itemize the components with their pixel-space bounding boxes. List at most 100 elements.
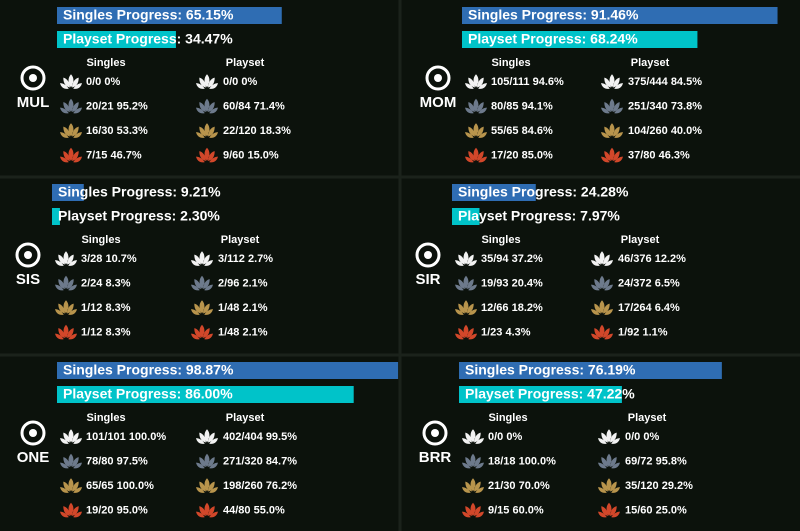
playset-progress-label: Playset Progress: 68.24% [468, 31, 638, 47]
singles-count: 21/30 70.0% [488, 480, 550, 492]
playset-header: Playset [631, 57, 670, 69]
set-icon [20, 65, 46, 91]
set-icon [422, 420, 448, 446]
singles-count: 16/30 53.3% [86, 125, 148, 137]
singles-header: Singles [481, 234, 520, 246]
playset-header: Playset [621, 234, 660, 246]
playset-progress-bar [57, 31, 176, 48]
singles-progress-bar [462, 7, 778, 24]
singles-progress-bar [459, 362, 722, 379]
playset-progress-bar [452, 208, 480, 225]
playset-header: Playset [628, 412, 667, 424]
set-icon [29, 429, 37, 437]
set-icon [434, 74, 442, 82]
playset-progress-bar [459, 386, 622, 403]
singles-count: 101/101 100.0% [86, 431, 166, 443]
singles-count: 7/15 46.7% [86, 149, 142, 161]
set-panel: Singles Progress: 9.21% Playset Progress:… [15, 184, 273, 340]
set-code: MOM [420, 94, 457, 111]
set-code: SIS [16, 271, 40, 288]
set-icon [431, 429, 439, 437]
singles-count: 2/24 8.3% [81, 277, 131, 289]
set-panel: Singles Progress: 65.15% Playset Progress… [17, 7, 291, 163]
playset-count: 69/72 95.8% [625, 455, 687, 467]
playset-count: 24/372 6.5% [618, 277, 680, 289]
playset-progress-bar [462, 31, 698, 48]
singles-count: 9/15 60.0% [488, 504, 544, 516]
singles-progress-label: Singles Progress: 76.19% [465, 362, 636, 378]
set-icon [24, 251, 32, 259]
singles-progress-label: Singles Progress: 65.15% [63, 7, 234, 23]
playset-count: 1/92 1.1% [618, 326, 668, 338]
playset-progress-label: Playset Progress: 7.97% [458, 208, 620, 224]
singles-count: 3/28 10.7% [81, 253, 137, 265]
singles-count: 20/21 95.2% [86, 100, 148, 112]
singles-header: Singles [86, 57, 125, 69]
singles-count: 65/65 100.0% [86, 480, 154, 492]
playset-count: 0/0 0% [625, 431, 659, 443]
singles-progress-label: Singles Progress: 9.21% [58, 184, 221, 200]
playset-count: 46/376 12.2% [618, 253, 686, 265]
playset-header: Playset [226, 412, 265, 424]
singles-count: 78/80 97.5% [86, 455, 148, 467]
set-icon [29, 74, 37, 82]
singles-count: 105/111 94.6% [491, 76, 564, 88]
playset-count: 22/120 18.3% [223, 125, 291, 137]
set-panel: Singles Progress: 91.46% Playset Progress… [420, 7, 778, 163]
playset-count: 2/96 2.1% [218, 277, 268, 289]
playset-count: 35/120 29.2% [625, 480, 693, 492]
singles-count: 1/23 4.3% [481, 326, 531, 338]
playset-progress-label: Playset Progress: 34.47% [63, 31, 233, 47]
playset-progress-label: Playset Progress: 2.30% [58, 208, 220, 224]
singles-progress-bar [57, 7, 282, 24]
playset-count: 402/404 99.5% [223, 431, 297, 443]
set-code: MUL [17, 94, 50, 111]
playset-count: 9/60 15.0% [223, 149, 279, 161]
playset-count: 15/60 25.0% [625, 504, 687, 516]
playset-count: 1/48 2.1% [218, 302, 268, 314]
playset-count: 1/48 2.1% [218, 326, 268, 338]
set-icon [424, 251, 432, 259]
playset-progress-bar [57, 386, 354, 403]
set-code: SIR [415, 271, 440, 288]
playset-header: Playset [226, 57, 265, 69]
singles-progress-label: Singles Progress: 24.28% [458, 184, 629, 200]
singles-count: 19/20 95.0% [86, 504, 148, 516]
singles-count: 80/85 94.1% [491, 100, 553, 112]
set-icon [20, 420, 46, 446]
playset-count: 271/320 84.7% [223, 455, 297, 467]
singles-progress-label: Singles Progress: 91.46% [468, 7, 639, 23]
playset-header: Playset [221, 234, 260, 246]
playset-count: 60/84 71.4% [223, 100, 285, 112]
set-panel: Singles Progress: 98.87% Playset Progress… [17, 362, 399, 518]
singles-count: 0/0 0% [488, 431, 522, 443]
playset-progress-label: Playset Progress: 86.00% [63, 386, 233, 402]
set-icon [415, 242, 441, 268]
singles-count: 35/94 37.2% [481, 253, 543, 265]
singles-progress-bar [52, 184, 84, 201]
playset-progress-label: Playset Progress: 47.22% [465, 386, 635, 402]
set-code: ONE [17, 449, 50, 466]
playset-progress-bar [52, 208, 60, 225]
playset-count: 37/80 46.3% [628, 149, 690, 161]
singles-count: 19/93 20.4% [481, 277, 543, 289]
playset-count: 198/260 76.2% [223, 480, 297, 492]
playset-count: 0/0 0% [223, 76, 257, 88]
singles-count: 55/65 84.6% [491, 125, 553, 137]
singles-count: 1/12 8.3% [81, 326, 131, 338]
singles-progress-bar [57, 362, 399, 379]
singles-count: 12/66 18.2% [481, 302, 543, 314]
set-icon [15, 242, 41, 268]
set-panel: Singles Progress: 76.19% Playset Progress… [419, 362, 722, 518]
singles-count: 0/0 0% [86, 76, 120, 88]
singles-count: 17/20 85.0% [491, 149, 553, 161]
playset-count: 3/112 2.7% [218, 253, 273, 265]
playset-count: 251/340 73.8% [628, 100, 702, 112]
set-code: BRR [419, 449, 452, 466]
playset-count: 44/80 55.0% [223, 504, 285, 516]
singles-header: Singles [81, 234, 120, 246]
singles-count: 18/18 100.0% [488, 455, 556, 467]
playset-count: 17/264 6.4% [618, 302, 680, 314]
playset-count: 104/260 40.0% [628, 125, 702, 137]
